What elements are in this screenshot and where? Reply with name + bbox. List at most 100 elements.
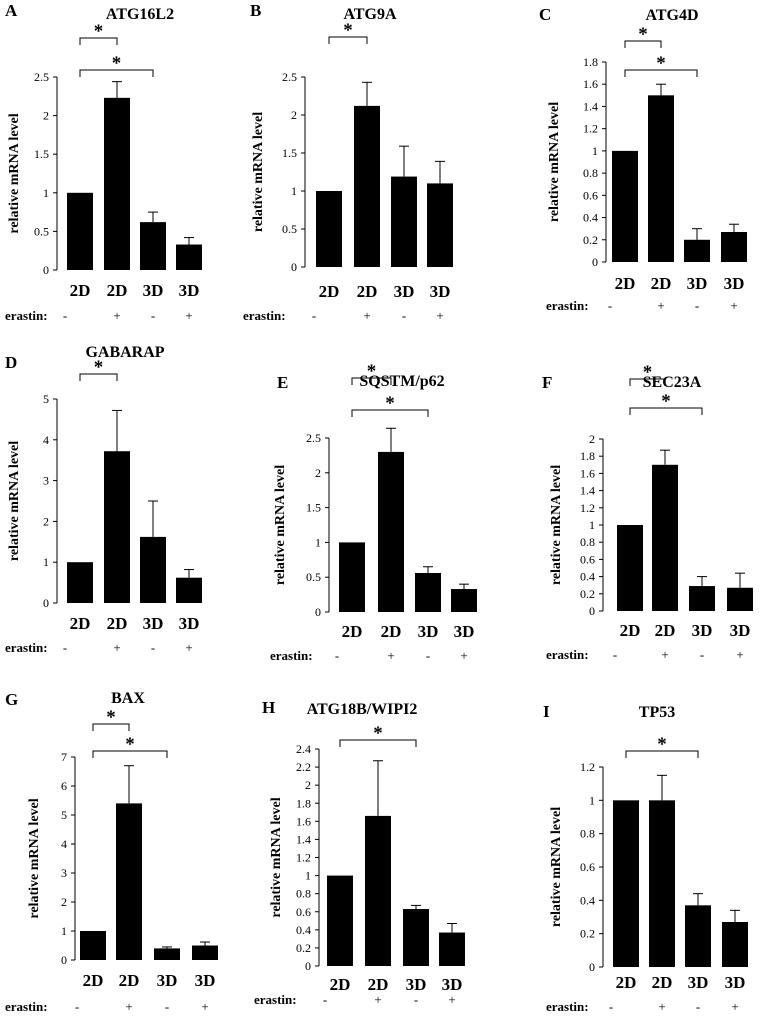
error-bar-3	[697, 576, 707, 587]
chart-title: TP53	[639, 704, 675, 721]
y-tick-label: 1	[291, 184, 297, 198]
y-axis-label: relative mRNA level	[7, 441, 22, 561]
error-bar-4	[200, 941, 210, 946]
bar-1	[67, 562, 93, 603]
bar-2	[378, 451, 404, 612]
bracket-line	[79, 373, 118, 381]
error-bar-3	[423, 566, 433, 574]
y-tick-label: 1.6	[296, 814, 311, 828]
y-tick-label: 2.4	[296, 742, 311, 756]
error-bar-2	[124, 765, 134, 804]
erastin-sign-1: -	[63, 640, 67, 655]
y-tick-label: 7	[61, 750, 67, 764]
bar-3	[154, 948, 180, 960]
bracket-line	[351, 409, 429, 417]
y-axis-label: relative mRNA level	[7, 113, 22, 233]
y-tick-label: 5	[43, 392, 49, 406]
significance-star: *	[112, 53, 122, 74]
bar-4	[176, 244, 202, 270]
y-tick-label: 1.2	[580, 760, 595, 774]
chart-title: ATG16L2	[106, 6, 174, 23]
y-tick-label: 2.5	[282, 70, 297, 84]
y-tick-label: 0.8	[583, 166, 598, 180]
y-tick-label: 0.2	[580, 587, 595, 601]
significance-bracket-1: *	[79, 357, 118, 381]
y-tick-label: 0.8	[580, 535, 595, 549]
condition-label-4: 3D	[730, 621, 751, 640]
erastin-sign-3: -	[151, 308, 155, 323]
bar-1	[339, 542, 365, 612]
error-bar-2	[112, 409, 122, 452]
error-bar-3	[692, 228, 702, 240]
chart-panel-h: H ATG18B/WIPI2 0 0.2 0.4 0.6 0.8 1 1.2 1.4 1.6 1.8 2…	[254, 698, 465, 1007]
y-tick-label: 3	[43, 474, 49, 488]
bar-1	[67, 192, 93, 270]
bracket-line	[92, 723, 130, 731]
y-tick-label: 2	[291, 108, 297, 122]
y-tick-label: 1	[43, 555, 49, 569]
error-bar-3	[411, 904, 421, 910]
y-tick-label: 1.5	[282, 146, 297, 160]
error-bar-3	[148, 500, 158, 537]
chart-title: ATG4D	[645, 7, 698, 24]
y-tick-label: 0	[61, 953, 67, 967]
condition-label-4: 3D	[454, 622, 475, 641]
y-tick-label: 1	[589, 518, 595, 532]
bracket-line	[624, 40, 662, 48]
y-axis-label: relative mRNA level	[549, 807, 564, 927]
erastin-label: erastin:	[243, 308, 286, 323]
y-tick-label: 0	[305, 959, 311, 973]
y-tick-label: 0	[592, 255, 598, 269]
bracket-line	[624, 69, 698, 77]
y-tick-label: 1.6	[580, 466, 595, 480]
y-tick-label: 0	[43, 263, 49, 277]
erastin-label: erastin:	[546, 647, 589, 662]
chart-title: GABARAP	[85, 344, 164, 361]
bracket-line	[351, 377, 392, 385]
condition-label-4: 3D	[430, 282, 451, 301]
significance-bracket-1: *	[79, 21, 118, 45]
erastin-sign-2: +	[658, 999, 665, 1014]
significance-bracket-2: *	[351, 393, 429, 417]
bracket-line	[339, 739, 417, 747]
significance-star: *	[638, 24, 648, 45]
condition-label-1: 2D	[70, 281, 91, 300]
bar-1	[80, 931, 106, 960]
condition-label-4: 3D	[724, 274, 745, 293]
bracket-line	[629, 378, 666, 386]
bar-3	[140, 222, 166, 270]
chart-panel-c: C ATG4D 0 0.2 0.4 0.6 0.8 1 1.2 1.4 1.6 1.8 relative…	[539, 5, 747, 313]
bar-1	[327, 875, 353, 966]
panel-letter: A	[5, 1, 18, 20]
condition-label-1: 2D	[70, 614, 91, 633]
y-tick-label: 0.2	[583, 233, 598, 247]
y-tick-label: 1.4	[580, 484, 595, 498]
erastin-sign-2: +	[113, 308, 120, 323]
error-bar-4	[735, 572, 745, 588]
y-tick-label: 1	[592, 144, 598, 158]
y-tick-label: 2	[305, 778, 311, 792]
bar-3	[685, 905, 711, 967]
condition-label-2: 2D	[107, 281, 128, 300]
erastin-sign-1: -	[613, 647, 617, 662]
y-tick-label: 0.6	[580, 552, 595, 566]
significance-bracket-2: *	[629, 391, 703, 415]
y-tick-label: 0.6	[580, 860, 595, 874]
y-tick-label: 1.2	[580, 501, 595, 515]
bar-2	[652, 464, 678, 611]
significance-bracket-1: *	[625, 734, 699, 758]
condition-label-3: 3D	[143, 614, 164, 633]
condition-label-2: 2D	[107, 614, 128, 633]
erastin-sign-1: -	[63, 308, 67, 323]
erastin-sign-4: +	[185, 308, 192, 323]
bar-2	[365, 815, 391, 966]
y-tick-label: 1.2	[583, 122, 598, 136]
chart-panel-g: G BAX 0 1 2 3 4 5 6 7 relative mRNA level * * 2D 2D 3D 3…	[5, 690, 218, 1014]
panel-letter: F	[542, 373, 552, 392]
erastin-sign-1: -	[609, 999, 613, 1014]
panel-letter: H	[262, 698, 275, 717]
bar-2	[354, 105, 380, 267]
erastin-label: erastin:	[5, 308, 48, 323]
condition-label-1: 2D	[330, 975, 351, 994]
